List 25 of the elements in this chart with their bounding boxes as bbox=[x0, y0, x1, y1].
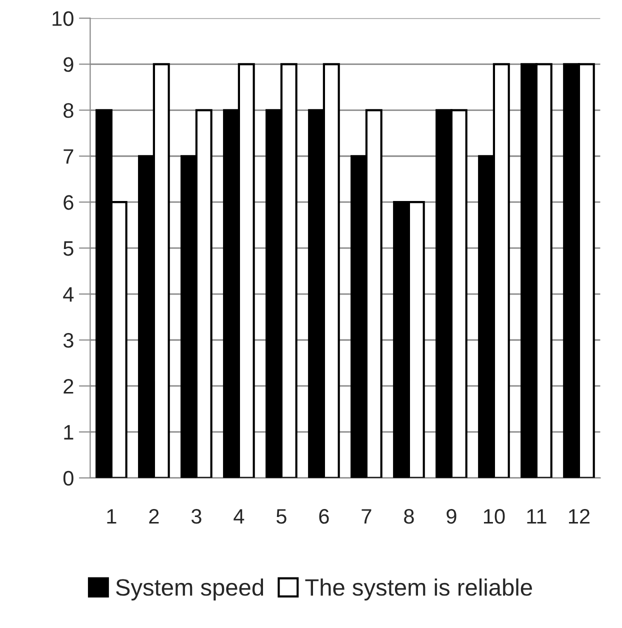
y-tick-label: 8 bbox=[64, 103, 74, 118]
y-tick-label: 5 bbox=[63, 241, 74, 256]
y-tick-label: 7 bbox=[64, 149, 74, 164]
x-tick-label: 9 bbox=[446, 509, 456, 524]
x-tick-label: 3 bbox=[191, 509, 202, 524]
x-tick-label: 4 bbox=[234, 509, 244, 524]
x-tick-label: 7 bbox=[362, 509, 372, 524]
y-tick-label: 0 bbox=[63, 470, 74, 486]
legend-label: System speed bbox=[116, 578, 264, 600]
y-tick-label: 9 bbox=[64, 57, 74, 72]
y-tick-label: 2 bbox=[64, 378, 74, 394]
x-tick-label: 8 bbox=[404, 509, 414, 524]
x-tick-label: 6 bbox=[319, 509, 329, 524]
x-tick-label: 1 bbox=[107, 509, 116, 524]
x-tick-label: 12 bbox=[568, 509, 590, 524]
y-tick-label: 10 bbox=[52, 11, 74, 26]
x-tick-label: 5 bbox=[276, 509, 286, 524]
y-tick-label: 6 bbox=[64, 195, 74, 210]
y-tick-label: 1 bbox=[64, 425, 74, 440]
y-tick-label: 4 bbox=[63, 287, 74, 302]
x-tick-label: 11 bbox=[527, 509, 546, 524]
x-tick-label: 10 bbox=[484, 509, 505, 524]
legend-label: The system is reliable bbox=[305, 578, 532, 600]
x-tick-label: 2 bbox=[149, 509, 159, 524]
y-tick-label: 3 bbox=[63, 333, 74, 348]
